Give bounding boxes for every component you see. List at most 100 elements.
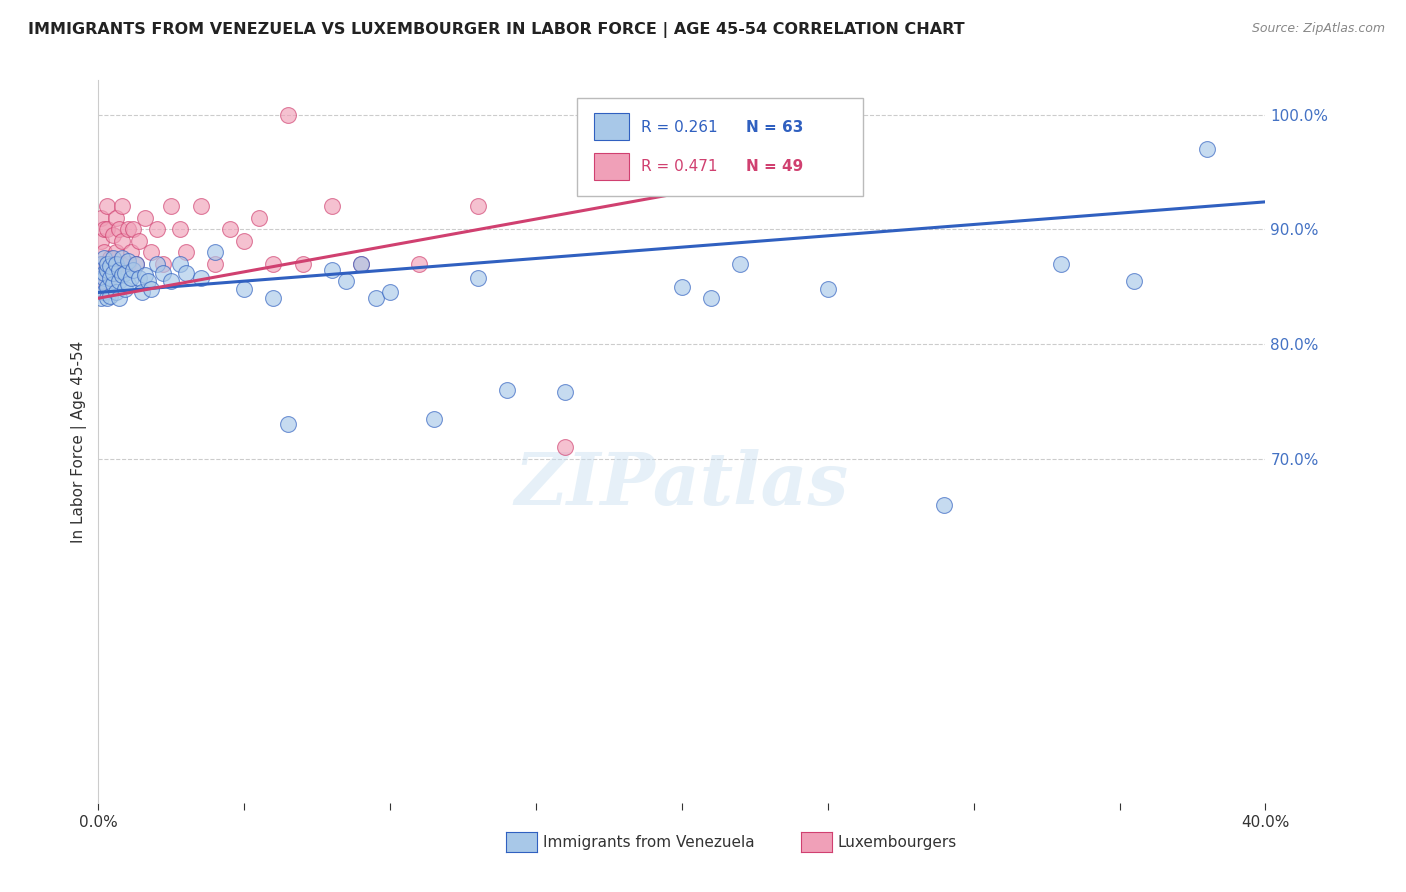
Point	[139, 282, 162, 296]
Point	[98, 270, 121, 285]
Point	[90, 291, 112, 305]
Text: IMMIGRANTS FROM VENEZUELA VS LUXEMBOURGER IN LABOR FORCE | AGE 45-54 CORRELATION: IMMIGRANTS FROM VENEZUELA VS LUXEMBOURGE…	[28, 22, 965, 38]
Point	[467, 199, 489, 213]
Point	[730, 257, 752, 271]
Point	[496, 383, 519, 397]
Point	[93, 274, 115, 288]
Point	[554, 440, 576, 454]
Point	[204, 245, 226, 260]
Point	[117, 222, 139, 236]
Point	[114, 266, 136, 280]
Point	[1050, 257, 1073, 271]
Point	[114, 257, 136, 271]
Point	[108, 222, 131, 236]
Point	[408, 257, 430, 271]
Point	[131, 285, 153, 300]
Point	[111, 234, 134, 248]
Point	[108, 257, 131, 271]
Point	[817, 282, 839, 296]
Point	[96, 279, 118, 293]
Point	[117, 254, 139, 268]
Point	[104, 245, 127, 260]
Point	[174, 245, 197, 260]
Point	[93, 257, 115, 271]
Point	[190, 270, 212, 285]
Point	[146, 257, 169, 271]
Point	[101, 251, 124, 265]
Point	[108, 291, 131, 305]
Point	[233, 282, 256, 296]
Point	[174, 266, 197, 280]
Point	[117, 257, 139, 271]
Point	[98, 289, 121, 303]
Point	[128, 234, 150, 248]
Point	[262, 291, 284, 305]
Text: Luxembourgers: Luxembourgers	[838, 835, 957, 849]
Point	[122, 222, 145, 236]
Point	[139, 245, 162, 260]
Text: N = 49: N = 49	[747, 160, 803, 175]
Point	[104, 211, 127, 225]
Point	[321, 199, 343, 213]
Point	[122, 262, 145, 277]
Text: Source: ZipAtlas.com: Source: ZipAtlas.com	[1251, 22, 1385, 36]
Point	[277, 108, 299, 122]
Point	[233, 234, 256, 248]
Point	[160, 274, 183, 288]
Bar	[595, 153, 630, 180]
Point	[96, 291, 118, 305]
Point	[350, 257, 373, 271]
Point	[291, 257, 314, 271]
Point	[104, 257, 127, 271]
Point	[93, 270, 115, 285]
Point	[98, 268, 121, 283]
Point	[96, 257, 118, 271]
Point	[111, 199, 134, 213]
Point	[128, 270, 150, 285]
Point	[108, 262, 131, 277]
Point	[169, 257, 191, 271]
Point	[101, 257, 124, 271]
Point	[98, 251, 121, 265]
Point	[90, 257, 112, 271]
Point	[152, 266, 174, 280]
Point	[700, 291, 723, 305]
Point	[101, 277, 124, 292]
Point	[90, 257, 112, 271]
Point	[93, 251, 115, 265]
Point	[134, 211, 156, 225]
Point	[364, 291, 387, 305]
Point	[93, 245, 115, 260]
FancyBboxPatch shape	[576, 98, 863, 196]
Point	[90, 274, 112, 288]
Text: Immigrants from Venezuela: Immigrants from Venezuela	[543, 835, 755, 849]
Point	[90, 211, 112, 225]
Point	[108, 274, 131, 288]
Point	[125, 257, 148, 271]
Point	[134, 268, 156, 283]
Point	[554, 385, 576, 400]
Point	[96, 274, 118, 288]
Point	[111, 251, 134, 265]
Y-axis label: In Labor Force | Age 45-54: In Labor Force | Age 45-54	[72, 341, 87, 542]
Text: ZIPatlas: ZIPatlas	[515, 450, 849, 520]
Point	[262, 257, 284, 271]
Point	[671, 279, 693, 293]
Point	[93, 285, 115, 300]
Point	[277, 417, 299, 432]
Text: N = 63: N = 63	[747, 120, 803, 135]
Point	[93, 222, 115, 236]
Point	[104, 285, 127, 300]
Text: R = 0.471: R = 0.471	[641, 160, 717, 175]
Point	[117, 277, 139, 292]
Point	[467, 270, 489, 285]
Point	[321, 262, 343, 277]
Bar	[595, 112, 630, 140]
Point	[380, 285, 402, 300]
Point	[350, 257, 373, 271]
Point	[90, 274, 112, 288]
Point	[93, 266, 115, 280]
Text: R = 0.261: R = 0.261	[641, 120, 717, 135]
Point	[423, 411, 446, 425]
Point	[146, 222, 169, 236]
